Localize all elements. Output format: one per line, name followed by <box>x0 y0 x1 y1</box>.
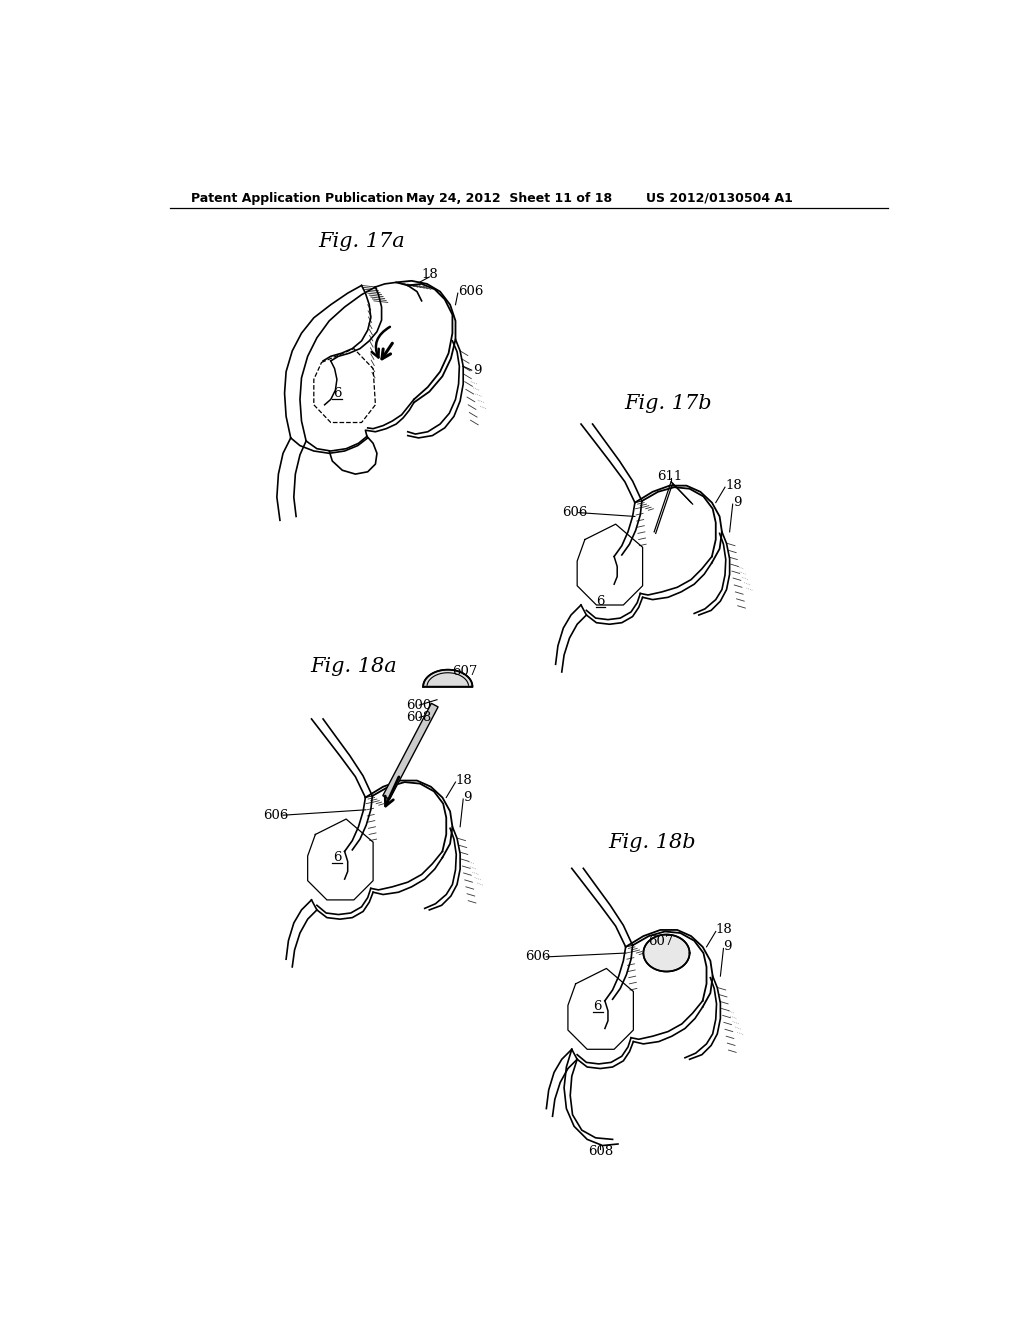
Text: 9: 9 <box>733 496 741 510</box>
Text: 600: 600 <box>407 698 431 711</box>
Text: 9: 9 <box>724 940 732 953</box>
Text: 606: 606 <box>525 950 551 964</box>
Text: 18: 18 <box>716 924 732 936</box>
Text: 608: 608 <box>407 711 431 723</box>
Text: 611: 611 <box>657 470 682 483</box>
Text: 606: 606 <box>263 809 289 822</box>
Text: Patent Application Publication: Patent Application Publication <box>190 191 403 205</box>
Text: 6: 6 <box>333 387 341 400</box>
Text: 6: 6 <box>596 594 604 607</box>
Polygon shape <box>383 704 438 800</box>
Text: 607: 607 <box>647 935 673 948</box>
Text: 606: 606 <box>562 506 587 519</box>
Text: May 24, 2012  Sheet 11 of 18: May 24, 2012 Sheet 11 of 18 <box>407 191 612 205</box>
Text: 18: 18 <box>725 479 741 492</box>
Text: Fig. 17a: Fig. 17a <box>318 232 404 251</box>
Text: 608: 608 <box>588 1146 613 1158</box>
Text: Fig. 18a: Fig. 18a <box>310 657 397 676</box>
Text: 18: 18 <box>421 268 437 281</box>
Text: 606: 606 <box>458 285 483 298</box>
Text: Fig. 17b: Fig. 17b <box>625 393 712 413</box>
Text: 6: 6 <box>593 1001 601 1014</box>
Text: 9: 9 <box>463 791 472 804</box>
Text: 6: 6 <box>333 851 341 865</box>
Text: US 2012/0130504 A1: US 2012/0130504 A1 <box>646 191 794 205</box>
Polygon shape <box>643 935 689 972</box>
Text: 9: 9 <box>473 363 481 376</box>
Text: 18: 18 <box>456 774 472 787</box>
FancyArrowPatch shape <box>372 327 390 358</box>
Text: 607: 607 <box>453 665 478 677</box>
Text: Fig. 18b: Fig. 18b <box>609 833 696 851</box>
Polygon shape <box>423 669 472 686</box>
